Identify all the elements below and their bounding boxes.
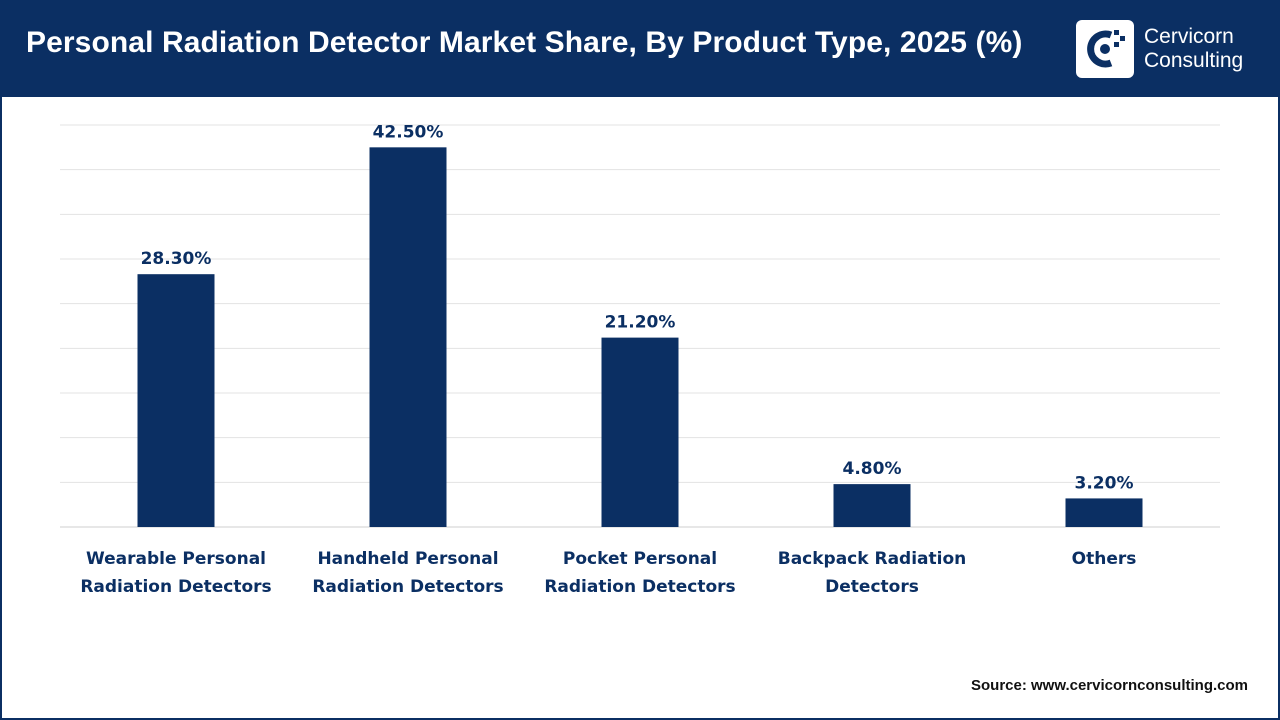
category-label: Wearable Personal xyxy=(86,549,266,569)
category-label: Others xyxy=(1072,549,1137,569)
bar-chart: 28.30% Wearable Personal Radiation Detecto… xyxy=(60,122,1220,597)
logo-text-line2: Consulting xyxy=(1144,49,1244,72)
category-label: Radiation Detectors xyxy=(80,577,271,597)
category-label: Detectors xyxy=(825,577,919,597)
category-label: Radiation Detectors xyxy=(312,577,503,597)
bar xyxy=(833,484,911,527)
category-label: Backpack Radiation xyxy=(778,549,967,569)
logo-mark-icon xyxy=(1076,20,1134,78)
category-label: Radiation Detectors xyxy=(544,577,735,597)
bar xyxy=(369,147,447,528)
logo-text-line1: Cervicorn xyxy=(1144,25,1234,48)
bar xyxy=(1065,498,1143,527)
brand-logo: Cervicorn Consulting xyxy=(1076,20,1266,78)
header-bar: Personal Radiation Detector Market Share… xyxy=(0,0,1280,97)
chart-title: Personal Radiation Detector Market Share… xyxy=(26,26,1023,59)
chart-area: 28.30% Wearable Personal Radiation Detecto… xyxy=(0,97,1280,720)
data-label: 28.30% xyxy=(141,249,212,269)
category-label: Handheld Personal xyxy=(317,549,498,569)
data-label: 21.20% xyxy=(605,313,676,333)
category-label: Pocket Personal xyxy=(563,549,717,569)
bar xyxy=(601,337,679,527)
bar xyxy=(137,274,215,527)
source-note: Source: www.cervicornconsulting.com xyxy=(970,677,1248,694)
data-label: 4.80% xyxy=(843,459,902,479)
data-label: 3.20% xyxy=(1075,473,1134,493)
logo-text: Cervicorn Consulting xyxy=(1144,25,1243,73)
data-label: 42.50% xyxy=(373,122,444,142)
